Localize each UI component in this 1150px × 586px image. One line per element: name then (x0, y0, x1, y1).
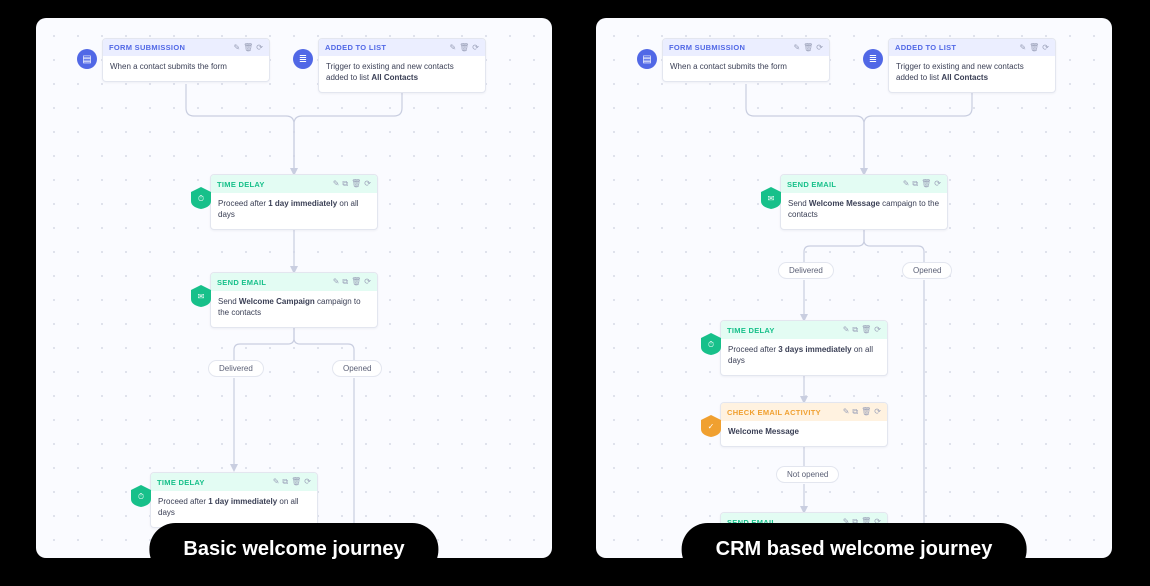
node-action-icons[interactable]: ✎🗑⟳ (1019, 43, 1049, 52)
svg-text:⏱: ⏱ (708, 340, 714, 349)
email-icon: ✉ (761, 187, 781, 209)
svg-text:✉: ✉ (198, 292, 205, 301)
node-title: TIME DELAY (157, 478, 273, 487)
node-time-delay-1[interactable]: ⏱ TIME DELAY ✎⧉🗑⟳ Proceed after 3 days i… (720, 320, 888, 376)
node-title: TIME DELAY (217, 180, 333, 189)
email-icon: ✉ (191, 285, 211, 307)
form-icon: ▤ (637, 49, 657, 69)
node-trigger-list[interactable]: ≣ ADDED TO LIST ✎🗑⟳ Trigger to existing … (318, 38, 486, 93)
right-canvas: ▤ FORM SUBMISSION ✎🗑⟳ When a contact sub… (596, 18, 1112, 558)
node-body: Trigger to existing and new contacts add… (319, 56, 485, 92)
node-action-icons[interactable]: ✎⧉🗑⟳ (333, 179, 371, 189)
branch-pill-opened[interactable]: Opened (902, 262, 952, 279)
activity-icon: ✓ (701, 415, 721, 437)
right-caption: CRM based welcome journey (682, 523, 1027, 576)
node-body: When a contact submits the form (663, 56, 829, 81)
node-body: Welcome Message (721, 421, 887, 446)
list-icon: ≣ (863, 49, 883, 69)
node-body: Proceed after 1 day immediately on all d… (151, 491, 317, 527)
right-journey-panel: ▤ FORM SUBMISSION ✎🗑⟳ When a contact sub… (596, 18, 1112, 568)
node-action-icons[interactable]: ✎⧉🗑⟳ (843, 325, 881, 335)
branch-pill-delivered[interactable]: Delivered (208, 360, 264, 377)
svg-text:⏱: ⏱ (198, 194, 204, 203)
node-send-email-1[interactable]: ✉ SEND EMAIL ✎⧉🗑⟳ Send Welcome Campaign … (210, 272, 378, 328)
node-send-email-1[interactable]: ✉ SEND EMAIL ✎⧉🗑⟳ Send Welcome Message c… (780, 174, 948, 230)
node-action-icons[interactable]: ✎⧉🗑⟳ (333, 277, 371, 287)
node-time-delay-1[interactable]: ⏱ TIME DELAY ✎⧉🗑⟳ Proceed after 1 day im… (210, 174, 378, 230)
node-body: When a contact submits the form (103, 56, 269, 81)
left-canvas: ▤ FORM SUBMISSION ✎🗑⟳ When a contact sub… (36, 18, 552, 558)
node-trigger-form[interactable]: ▤ FORM SUBMISSION ✎🗑⟳ When a contact sub… (102, 38, 270, 82)
node-trigger-list[interactable]: ≣ ADDED TO LIST ✎🗑⟳ Trigger to existing … (888, 38, 1056, 93)
node-body: Trigger to existing and new contacts add… (889, 56, 1055, 92)
left-journey-panel: ▤ FORM SUBMISSION ✎🗑⟳ When a contact sub… (36, 18, 552, 568)
node-title: FORM SUBMISSION (669, 43, 793, 52)
node-title: SEND EMAIL (217, 278, 333, 287)
node-title: CHECK EMAIL ACTIVITY (727, 408, 843, 417)
delay-icon: ⏱ (701, 333, 721, 355)
node-body: Proceed after 3 days immediately on all … (721, 339, 887, 375)
node-title: TIME DELAY (727, 326, 843, 335)
branch-pill-opened[interactable]: Opened (332, 360, 382, 377)
svg-text:⏱: ⏱ (138, 492, 144, 501)
node-title: ADDED TO LIST (325, 43, 449, 52)
node-check-email-activity[interactable]: ✓ CHECK EMAIL ACTIVITY ✎⧉🗑⟳ Welcome Mess… (720, 402, 888, 447)
left-caption: Basic welcome journey (149, 523, 438, 576)
node-title: ADDED TO LIST (895, 43, 1019, 52)
svg-text:✓: ✓ (708, 422, 715, 431)
delay-icon: ⏱ (131, 485, 151, 507)
node-action-icons[interactable]: ✎🗑⟳ (793, 43, 823, 52)
node-trigger-form[interactable]: ▤ FORM SUBMISSION ✎🗑⟳ When a contact sub… (662, 38, 830, 82)
node-action-icons[interactable]: ✎🗑⟳ (233, 43, 263, 52)
list-icon: ≣ (293, 49, 313, 69)
node-title: FORM SUBMISSION (109, 43, 233, 52)
node-action-icons[interactable]: ✎⧉🗑⟳ (843, 407, 881, 417)
node-body: Proceed after 1 day immediately on all d… (211, 193, 377, 229)
node-title: SEND EMAIL (787, 180, 903, 189)
svg-text:✉: ✉ (768, 194, 775, 203)
delay-icon: ⏱ (191, 187, 211, 209)
node-action-icons[interactable]: ✎⧉🗑⟳ (273, 477, 311, 487)
node-action-icons[interactable]: ✎🗑⟳ (449, 43, 479, 52)
node-action-icons[interactable]: ✎⧉🗑⟳ (903, 179, 941, 189)
node-body: Send Welcome Campaign campaign to the co… (211, 291, 377, 327)
branch-pill-delivered[interactable]: Delivered (778, 262, 834, 279)
node-body: Send Welcome Message campaign to the con… (781, 193, 947, 229)
form-icon: ▤ (77, 49, 97, 69)
branch-pill-not-opened[interactable]: Not opened (776, 466, 839, 483)
right-wires (596, 18, 1112, 558)
node-time-delay-2[interactable]: ⏱ TIME DELAY ✎⧉🗑⟳ Proceed after 1 day im… (150, 472, 318, 528)
